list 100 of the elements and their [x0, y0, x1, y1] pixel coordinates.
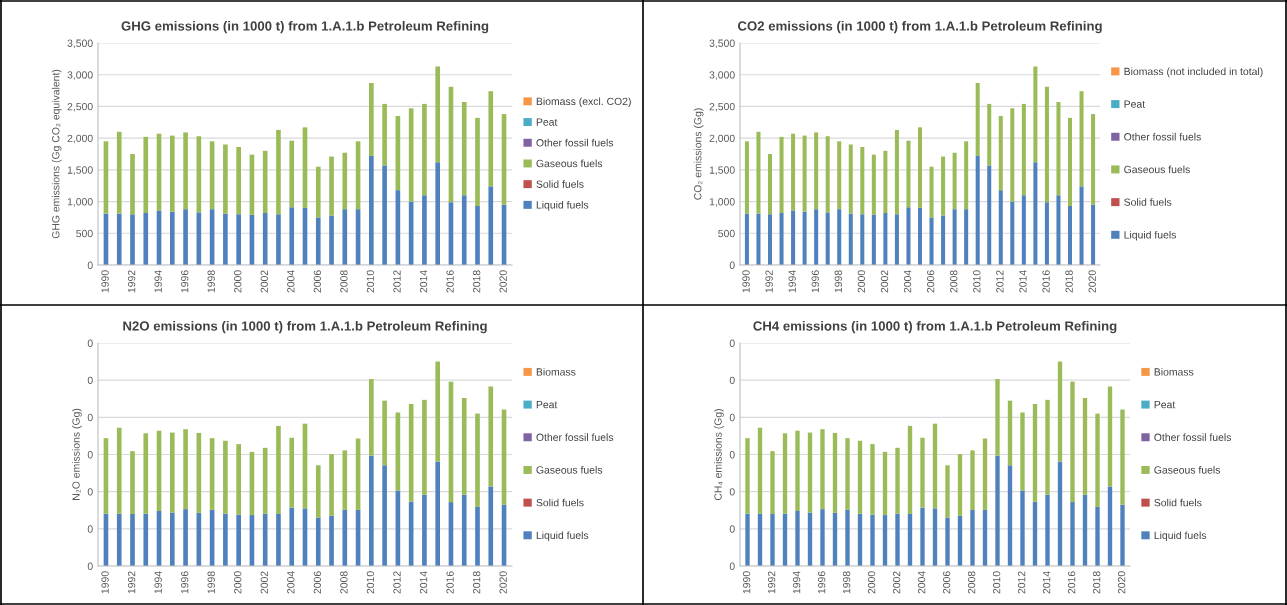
bar [848, 213, 853, 265]
x-tick-label: 2004 [287, 270, 295, 293]
bar [1010, 108, 1015, 202]
legend-label: Solid fuels [536, 498, 584, 507]
bar [475, 506, 480, 566]
bar [857, 440, 863, 514]
bar [820, 509, 825, 566]
bar [837, 141, 842, 210]
bar [329, 156, 334, 216]
x-tick-label: 2014 [1019, 270, 1027, 293]
bar [848, 144, 853, 214]
bar [791, 133, 796, 211]
x-tick-label: 2014 [419, 571, 428, 594]
x-tick-label: 2012 [1017, 571, 1026, 594]
bar [276, 129, 281, 215]
bar [329, 454, 334, 516]
bar [906, 140, 911, 208]
bar [262, 513, 268, 566]
y-tick-label: 2,500 [709, 102, 735, 112]
bar [770, 513, 775, 566]
bar [767, 154, 773, 215]
y-axis-title: CO₂ emissions (Gg) [693, 108, 704, 200]
bar [369, 82, 374, 156]
legend-label: Biomass (not included in total) [1124, 67, 1263, 78]
bar [929, 166, 934, 218]
bar [143, 433, 149, 514]
bar [342, 152, 348, 210]
x-tick-label: 1992 [127, 571, 136, 594]
legend-label: Biomass (excl. CO2) [536, 97, 631, 108]
y-tick-label: 0 [87, 413, 93, 422]
bar [820, 429, 825, 510]
bar [183, 132, 188, 210]
bar [802, 135, 807, 212]
legend-label: Liquid fuels [536, 200, 589, 211]
bar [276, 425, 281, 514]
bar [745, 513, 750, 566]
x-tick-label: 2008 [340, 270, 348, 293]
bar [779, 212, 784, 265]
x-tick-label: 2000 [857, 270, 866, 293]
bar [767, 214, 773, 265]
bar [169, 135, 175, 212]
y-tick-label: 1,000 [709, 198, 735, 207]
bar [116, 427, 122, 514]
bar [1045, 494, 1050, 566]
bar [929, 217, 934, 265]
bar [1032, 501, 1038, 566]
chart-title: N2O emissions (in 1000 t) from 1.A.1.b Petroleum Refining [123, 320, 487, 334]
bar [882, 515, 888, 566]
y-tick-label: 0 [729, 413, 735, 422]
bar [422, 399, 427, 495]
bar [143, 136, 149, 213]
bar [382, 465, 387, 566]
x-tick-label: 1992 [767, 571, 776, 594]
bar [883, 150, 888, 213]
x-tick-label: 2014 [1042, 571, 1051, 594]
bar [779, 136, 784, 213]
x-tick-label: 1996 [817, 571, 826, 594]
bar [814, 132, 819, 210]
x-tick-label: 2016 [1042, 270, 1050, 293]
bar [342, 450, 348, 510]
bar [315, 217, 321, 265]
bar [342, 509, 348, 566]
x-tick-label: 2002 [260, 270, 268, 293]
legend-label: Liquid fuels [1124, 230, 1176, 241]
x-tick-label: 2008 [967, 571, 976, 594]
bar [941, 215, 946, 265]
x-tick-label: 2012 [393, 571, 401, 594]
bar [987, 103, 992, 166]
bar [236, 514, 241, 566]
bar [116, 131, 122, 214]
bar [183, 209, 188, 265]
bar [1070, 381, 1075, 503]
bar [932, 423, 938, 509]
bar [1010, 201, 1015, 265]
bar [289, 437, 295, 508]
bar [745, 438, 750, 514]
bar [917, 127, 923, 208]
legend-label: Other fossil fuels [1154, 433, 1232, 441]
y-tick-label: 0 [729, 261, 735, 269]
bar [795, 510, 800, 566]
bar [970, 450, 975, 510]
x-tick-label: 2016 [1067, 571, 1076, 594]
bar [795, 430, 800, 511]
x-tick-label: 2004 [917, 571, 926, 594]
x-tick-label: 2002 [260, 571, 268, 594]
y-tick-label: 3,500 [709, 39, 735, 49]
bar [1020, 412, 1025, 491]
y-tick-label: 500 [718, 229, 735, 238]
bar [882, 451, 888, 516]
bar [461, 101, 467, 196]
legend-label: Liquid fuels [536, 531, 589, 542]
x-tick-label: 2020 [499, 270, 507, 293]
x-tick-label: 2016 [446, 571, 454, 594]
bar [845, 438, 850, 510]
bar [1020, 490, 1025, 566]
bar [329, 515, 334, 566]
bar [461, 494, 467, 566]
x-tick-label: 2018 [472, 571, 481, 594]
bar [871, 154, 876, 215]
bar [975, 155, 980, 265]
